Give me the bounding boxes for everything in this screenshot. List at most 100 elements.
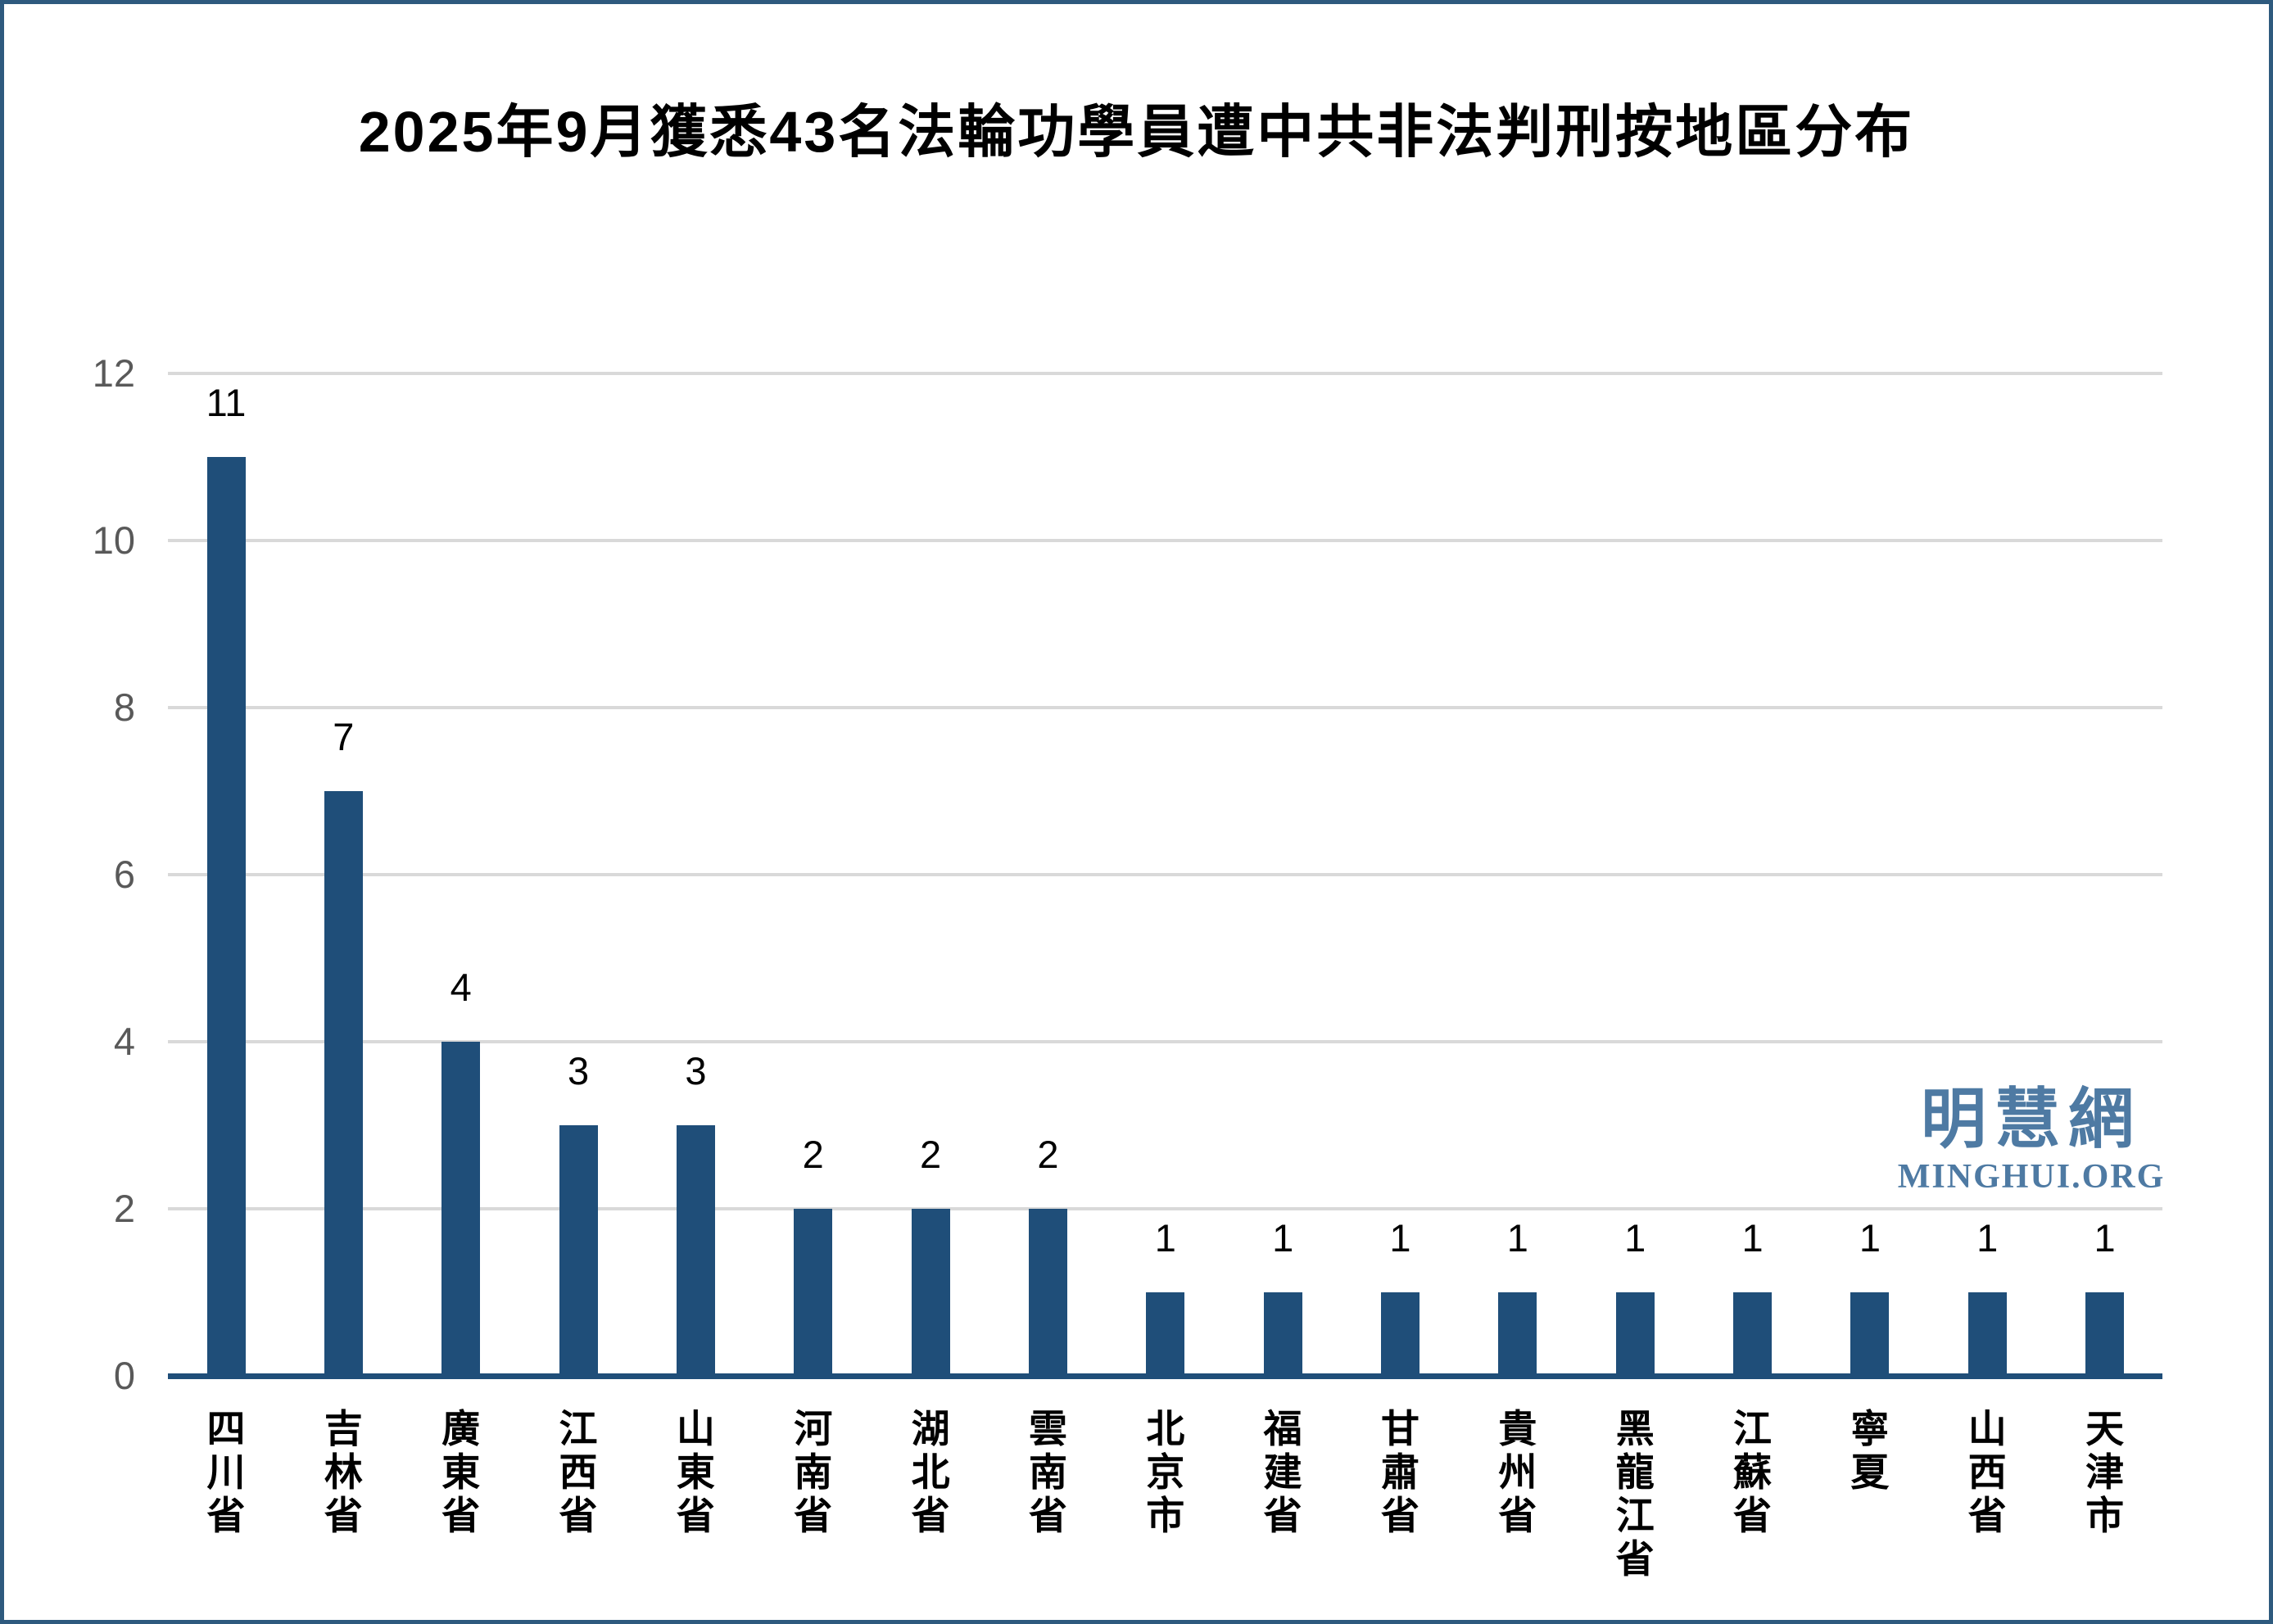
bar (1028, 1209, 1067, 1376)
x-axis-category-char: 省 (559, 1494, 598, 1537)
x-axis-category-char: 省 (676, 1494, 715, 1537)
x-axis-category-char: 甘 (1381, 1407, 1419, 1450)
x-axis-category-char: 省 (794, 1494, 833, 1537)
bar (2085, 1292, 2125, 1376)
x-axis-category-char: 江 (1733, 1407, 1773, 1450)
x-axis-category-char: 山 (1967, 1407, 2007, 1450)
y-axis-tick-label: 12 (92, 351, 135, 395)
x-axis-category-char: 龍 (1615, 1450, 1655, 1494)
x-axis-category-char: 黑 (1615, 1407, 1655, 1450)
bar-chart-plot-area: 0 2 4 6 8 10 12 11 四川省 7 吉林省 4 廣東省 3 江西省 3 山東省 2 河南省 2 湖北省 2 雲… (4, 4, 2269, 1620)
bar-value-label: 3 (685, 1049, 707, 1092)
gridline-y-4 (168, 1040, 2162, 1043)
x-axis-category-label: 貴州省 (1489, 1407, 1546, 1537)
x-axis-category-char: 江 (559, 1407, 598, 1450)
x-axis-category-char: 省 (1733, 1494, 1773, 1537)
bar-value-label: 7 (333, 715, 355, 758)
bar (1263, 1292, 1302, 1376)
x-axis-category-char: 省 (1263, 1494, 1302, 1537)
y-axis-tick-label: 10 (92, 518, 135, 562)
x-axis-category-char: 省 (441, 1494, 481, 1537)
x-axis-category-char: 蘇 (1733, 1450, 1773, 1494)
x-axis-category-char: 福 (1263, 1407, 1302, 1450)
minghui-logo-cjk: 明慧網 (1921, 1083, 2142, 1156)
bar (794, 1209, 833, 1376)
x-axis-category-label: 福建省 (1254, 1407, 1311, 1537)
x-axis-category-label: 山東省 (667, 1407, 724, 1537)
bar-value-label: 2 (920, 1133, 942, 1176)
gridline-y-2 (168, 1207, 2162, 1210)
gridline-y-8 (168, 706, 2162, 709)
y-axis-tick-label: 2 (113, 1187, 135, 1230)
bar-value-label: 3 (567, 1049, 590, 1092)
bar (1498, 1292, 1537, 1376)
x-axis-category-char: 西 (1967, 1450, 2007, 1494)
x-axis-category-char: 四 (206, 1407, 246, 1450)
bar-value-label: 11 (206, 381, 247, 424)
x-axis-category-char: 肅 (1381, 1450, 1419, 1494)
bar (1146, 1292, 1185, 1376)
x-axis-category-char: 南 (1028, 1450, 1067, 1494)
bar-value-label: 1 (1389, 1216, 1411, 1260)
x-axis-category-label: 甘肅省 (1372, 1407, 1429, 1537)
chart-title: 2025年9月獲悉43名法輪功學員遭中共非法判刑按地區分布 (358, 100, 1915, 164)
bar (206, 457, 246, 1376)
bar-value-label: 1 (2094, 1216, 2116, 1260)
x-axis-category-char: 省 (1498, 1494, 1537, 1537)
x-axis-category-char: 市 (1146, 1494, 1185, 1537)
x-axis-category-char: 南 (794, 1450, 833, 1494)
bar (1850, 1292, 1890, 1376)
x-axis-category-label: 天津市 (2076, 1407, 2134, 1537)
x-axis-category-label: 黑龍江省 (1606, 1407, 1664, 1581)
x-axis-category-char: 北 (1146, 1407, 1185, 1450)
bar-value-label: 1 (1624, 1216, 1646, 1260)
x-axis-category-label: 江蘇省 (1724, 1407, 1782, 1537)
x-axis-category-label: 湖北省 (902, 1407, 959, 1537)
x-axis-category-label: 吉林省 (315, 1407, 372, 1537)
minghui-watermark: 明慧網 MINGHUI.ORG (1863, 1083, 2199, 1197)
x-axis-category-char: 東 (676, 1450, 715, 1494)
gridline-y-10 (168, 539, 2162, 542)
bar (1615, 1292, 1655, 1376)
x-axis-category-char: 省 (1967, 1494, 2007, 1537)
x-axis-category-label: 山西省 (1958, 1407, 2016, 1537)
x-axis-category-label: 河南省 (785, 1407, 842, 1537)
x-axis-category-char: 寧 (1850, 1407, 1890, 1450)
x-axis-category-char: 市 (2085, 1494, 2125, 1537)
x-axis-category-char: 川 (206, 1450, 246, 1494)
x-axis-category-char: 京 (1146, 1450, 1185, 1494)
x-axis-category-char: 省 (324, 1494, 363, 1537)
bar (676, 1125, 715, 1376)
bar-value-label: 1 (1506, 1216, 1528, 1260)
y-axis-tick-label: 6 (113, 853, 135, 896)
bar (1733, 1292, 1773, 1376)
x-axis-category-char: 北 (911, 1450, 950, 1494)
x-axis-category-char: 省 (911, 1494, 950, 1537)
bar-value-label: 2 (802, 1133, 824, 1176)
gridline-y-6 (168, 873, 2162, 876)
x-axis-category-char: 西 (559, 1450, 598, 1494)
x-axis-category-char: 雲 (1028, 1407, 1067, 1450)
y-axis-tick-label: 0 (113, 1354, 135, 1397)
x-axis-category-char: 省 (206, 1494, 246, 1537)
bar (441, 1042, 481, 1376)
x-axis-category-char: 省 (1381, 1494, 1419, 1537)
x-axis-category-char: 山 (676, 1407, 715, 1450)
x-axis-category-char: 吉 (324, 1407, 363, 1450)
gridline-y-12 (168, 372, 2162, 375)
x-axis-category-char: 河 (794, 1407, 833, 1450)
bar (324, 791, 363, 1376)
x-axis-category-char: 廣 (441, 1407, 481, 1450)
x-axis-category-char: 江 (1615, 1494, 1655, 1537)
minghui-logo-latin: MINGHUI.ORG (1897, 1158, 2166, 1196)
bar-value-label: 1 (1859, 1216, 1881, 1260)
x-axis-category-char: 夏 (1850, 1450, 1890, 1494)
x-axis-category-char: 東 (441, 1450, 481, 1494)
x-axis-category-label: 廣東省 (432, 1407, 490, 1537)
x-axis-category-label: 寧夏 (1841, 1407, 1899, 1494)
x-axis-category-label: 四川省 (197, 1407, 255, 1537)
x-axis-category-label: 北京市 (1137, 1407, 1194, 1537)
x-axis-category-char: 林 (324, 1450, 363, 1494)
x-axis-category-label: 江西省 (550, 1407, 607, 1537)
x-axis-category-char: 省 (1028, 1494, 1067, 1537)
